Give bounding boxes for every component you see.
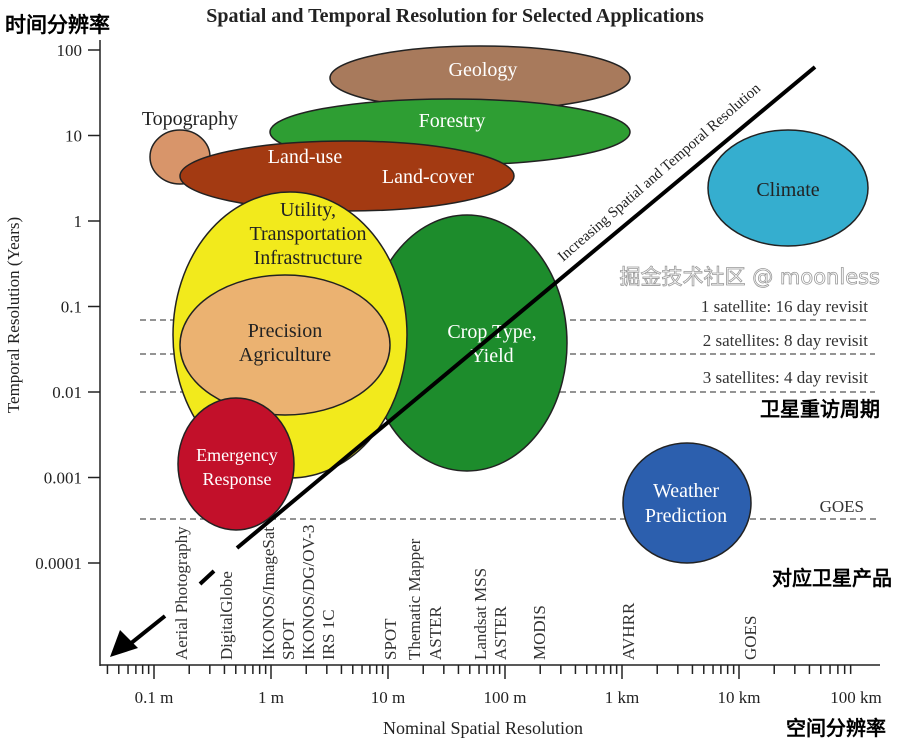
y-tick-label: 100 (57, 41, 83, 60)
weather-label: Weather Prediction (645, 480, 727, 527)
geology-label: Geology (449, 59, 518, 81)
climate-label: Climate (756, 179, 819, 201)
x-ticks: 0.1 m 1 m 10 m 100 m 1 km 10 km 100 km (106, 665, 882, 707)
sensor-label: IKONOS/DG/OV-3 (299, 525, 318, 660)
y-ticks: 100 10 1 0.1 0.01 0.001 0.0001 (35, 41, 100, 573)
precision-ellipse (179, 274, 391, 416)
watermark: 掘金技术社区 @ moonless (620, 265, 880, 289)
sensor-label: IKONOS/ImageSat (259, 527, 278, 660)
x-tick-label: 100 km (830, 688, 881, 707)
revisit-label-1: 1 satellite: 16 day revisit (701, 297, 868, 316)
sensor-label: GOES (741, 616, 760, 660)
sensor-labels: Aerial Photography DigitalGlobe IKONOS/Ima… (172, 525, 760, 660)
weather-ellipse (622, 442, 752, 564)
y-tick-label: 0.1 (61, 298, 82, 317)
sensor-label: AVHRR (619, 602, 638, 660)
arrow-head-icon (110, 630, 138, 657)
x-tick-label: 1 m (258, 688, 284, 707)
diagonal-line (235, 65, 817, 550)
x-tick-label: 100 m (484, 688, 527, 707)
y-tick-label: 1 (74, 212, 83, 231)
sensor-label: MODIS (530, 605, 549, 660)
diagonal-dash (198, 569, 216, 586)
emergency-ellipse (177, 397, 295, 531)
emergency-label: Emergency Response (196, 445, 278, 489)
sensor-label: Aerial Photography (172, 526, 191, 660)
x-axis-label: Nominal Spatial Resolution (383, 718, 583, 738)
climate-ellipse (707, 129, 869, 247)
sensor-label: Landsat MSS (471, 568, 490, 660)
revisit-label-3: 3 satellites: 4 day revisit (703, 368, 869, 387)
sensor-label: Thematic Mapper (405, 538, 424, 660)
forestry-label: Forestry (419, 110, 486, 132)
y-tick-label: 0.001 (44, 469, 82, 488)
y-tick-label: 0.01 (52, 383, 82, 402)
x-tick-label: 0.1 m (135, 688, 174, 707)
sensor-label: SPOT (279, 618, 298, 660)
temporal-cn-label: 时间分辨率 (5, 13, 110, 37)
sensor-label: DigitalGlobe (217, 571, 236, 660)
revisit-label-goes: GOES (820, 497, 864, 516)
revisit-cn-label: 卫星重访周期 (760, 397, 880, 421)
sensor-label: IRS 1C (319, 609, 338, 660)
x-tick-label: 10 m (371, 688, 405, 707)
utility-label: Utility, Transportation Infrastructure (249, 199, 366, 269)
revisit-label-2: 2 satellites: 8 day revisit (703, 331, 869, 350)
sensor-label: SPOT (381, 618, 400, 660)
topography-label: Topography (142, 108, 238, 130)
products-cn-label: 对应卫星产品 (772, 566, 892, 590)
landcover-label: Land-cover (382, 166, 475, 188)
diagram-title: Spatial and Temporal Resolution for Sele… (206, 5, 704, 27)
sensor-label: ASTER (426, 606, 445, 661)
landuse-label: Land-use (268, 146, 343, 168)
y-axis-label: Temporal Resolution (Years) (4, 217, 23, 413)
spatial-cn-label: 空间分辨率 (786, 716, 886, 739)
x-tick-label: 1 km (605, 688, 639, 707)
x-tick-label: 10 km (718, 688, 761, 707)
y-tick-label: 10 (65, 127, 82, 146)
y-tick-label: 0.0001 (35, 554, 82, 573)
sensor-label: ASTER (491, 606, 510, 661)
crop-label: Crop Type, Yield (447, 321, 536, 367)
precision-label: Precision Agriculture (239, 320, 331, 366)
